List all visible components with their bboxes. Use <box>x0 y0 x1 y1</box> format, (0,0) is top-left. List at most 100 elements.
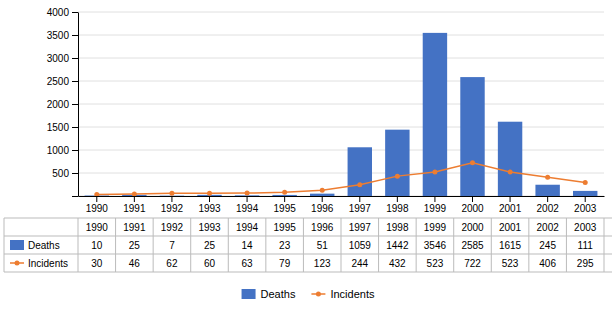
table-border <box>4 254 612 255</box>
table-header: 1994 <box>236 222 259 233</box>
table-header: 1990 <box>86 222 109 233</box>
table-border <box>604 218 605 272</box>
x-tick-label: 1997 <box>349 203 372 214</box>
grid-line <box>78 127 604 128</box>
marker <box>207 191 212 196</box>
data-label: 25 <box>204 240 216 251</box>
table-border <box>566 218 567 272</box>
table-border <box>190 218 191 272</box>
data-label: 25 <box>129 240 141 251</box>
data-label: 60 <box>204 258 216 269</box>
data-label: 406 <box>539 258 556 269</box>
data-label: 46 <box>129 258 141 269</box>
y-tick-label: 1500 <box>47 122 70 133</box>
x-tick: 1998 <box>386 196 409 214</box>
x-tick: 2002 <box>537 196 560 214</box>
table-border <box>4 218 612 219</box>
table-header: 1997 <box>349 222 372 233</box>
table-border <box>4 218 5 272</box>
x-tick: 1995 <box>274 196 297 214</box>
y-tick: 1000 <box>47 145 78 156</box>
x-tick-mark <box>547 196 548 202</box>
y-tick-mark <box>72 196 78 197</box>
legend-marker <box>316 292 321 297</box>
x-tick-mark <box>510 196 511 202</box>
y-tick-mark <box>72 81 78 82</box>
y-tick-label: 2000 <box>47 99 70 110</box>
y-tick: 4000 <box>47 7 78 18</box>
x-axis-line <box>79 196 605 197</box>
table-border <box>4 236 612 237</box>
bar <box>498 122 522 196</box>
x-axis: 1990199119921993199419951996199719981999… <box>79 196 605 214</box>
y-tick-label: 4000 <box>47 7 70 18</box>
y-tick: 3000 <box>47 53 78 64</box>
x-tick-label: 2002 <box>537 203 560 214</box>
table-border <box>378 218 379 272</box>
grid <box>78 12 604 196</box>
table-border <box>416 218 417 272</box>
data-label: 30 <box>91 258 103 269</box>
legend-swatch <box>10 240 24 250</box>
table-border <box>303 218 304 272</box>
x-tick-mark <box>209 196 210 202</box>
x-tick-mark <box>247 196 248 202</box>
table-border <box>4 272 612 273</box>
y-tick-mark <box>72 173 78 174</box>
bar <box>535 185 559 196</box>
data-label: 51 <box>317 240 329 251</box>
x-tick-label: 2003 <box>574 203 597 214</box>
x-tick-label: 2001 <box>499 203 522 214</box>
x-tick-label: 1995 <box>274 203 297 214</box>
data-label: 63 <box>242 258 254 269</box>
y-tick-label: 1000 <box>47 145 70 156</box>
x-tick-label: 1996 <box>311 203 334 214</box>
x-tick-mark <box>96 196 97 202</box>
y-tick-label: 3000 <box>47 53 70 64</box>
y-tick-label: 500 <box>52 168 69 179</box>
y-tick-mark <box>72 127 78 128</box>
bar <box>310 194 334 196</box>
legend-swatch <box>242 289 256 299</box>
x-tick: 1992 <box>161 196 184 214</box>
data-label: 244 <box>351 258 368 269</box>
table-header: 1998 <box>386 222 409 233</box>
grid-line <box>78 150 604 151</box>
x-tick: 1993 <box>198 196 221 214</box>
legend-label: Incidents <box>330 288 375 300</box>
table-border <box>115 218 116 272</box>
bar <box>423 33 447 196</box>
x-tick-label: 1993 <box>198 203 221 214</box>
legend-item: Incidents <box>311 288 375 300</box>
x-tick-label: 1991 <box>123 203 146 214</box>
bar <box>272 195 296 196</box>
data-label: 23 <box>279 240 291 251</box>
chart: 1990 1991 1992 1993 1994 1995 1996 1997 1998 1999… <box>0 0 616 330</box>
data-label: 62 <box>166 258 178 269</box>
data-label: 10 <box>91 240 103 251</box>
x-tick-mark <box>171 196 172 202</box>
line <box>97 163 585 195</box>
y-tick-mark <box>72 58 78 59</box>
data-label: 79 <box>279 258 291 269</box>
grid-line <box>78 58 604 59</box>
data-label: 523 <box>427 258 444 269</box>
x-tick: 2001 <box>499 196 522 214</box>
data-label: 295 <box>577 258 594 269</box>
data-label: 111 <box>578 240 594 251</box>
y-tick-mark <box>72 150 78 151</box>
x-tick-mark <box>322 196 323 202</box>
table-row-label: Deaths <box>28 240 60 251</box>
data-label: 245 <box>539 240 556 251</box>
data-table: 1990199119921993199419951996199719981999… <box>4 218 612 272</box>
marker <box>94 192 99 196</box>
data-label: 1442 <box>386 240 409 251</box>
x-tick-mark <box>397 196 398 202</box>
table-header: 2003 <box>574 222 597 233</box>
table-border <box>528 218 529 272</box>
x-tick-label: 1994 <box>236 203 259 214</box>
data-label: 123 <box>314 258 331 269</box>
x-tick-mark <box>359 196 360 202</box>
table-border <box>265 218 266 272</box>
x-tick: 1999 <box>424 196 447 214</box>
